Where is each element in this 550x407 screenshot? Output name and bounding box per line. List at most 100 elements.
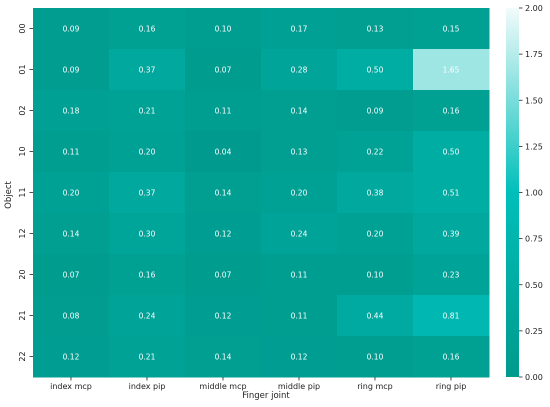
cell-value-label: 0.09 (63, 66, 80, 75)
heatmap-cell (337, 295, 414, 337)
cell-value-label: 0.15 (443, 25, 460, 34)
cell-value-label: 0.16 (443, 107, 460, 116)
x-tick-label: ring pip (436, 382, 467, 391)
heatmap-cell (109, 213, 186, 255)
heatmap-cells (33, 8, 490, 378)
heatmap-cell (261, 8, 338, 50)
cell-value-label: 0.16 (139, 271, 156, 280)
cell-value-label: 0.11 (63, 148, 80, 157)
y-tick-label: 11 (18, 187, 27, 197)
cell-value-label: 1.65 (443, 66, 460, 75)
cell-value-label: 0.09 (367, 107, 384, 116)
x-axis: index mcp index pip middle mcp middle pip ri… (50, 377, 466, 391)
y-axis: 00 01 02 10 11 12 20 21 22 (18, 23, 33, 362)
cell-value-label: 0.37 (139, 66, 156, 75)
cell-value-label: 0.09 (63, 25, 80, 34)
x-tick-label: ring mcp (357, 382, 392, 391)
colorbar-tick-label: 1.00 (525, 189, 543, 198)
cell-value-label: 0.10 (367, 353, 384, 362)
heatmap-cell (337, 336, 414, 378)
heatmap-cell (413, 213, 490, 255)
heatmap-cell (109, 49, 186, 91)
cell-value-label: 0.13 (291, 148, 308, 157)
heatmap-cell (261, 213, 338, 255)
cell-value-label: 0.37 (139, 189, 156, 198)
x-axis-label: Finger joint (242, 391, 290, 401)
heatmap-cell (109, 8, 186, 50)
heatmap-cell (337, 213, 414, 255)
colorbar-tick-label: 1.50 (525, 96, 543, 105)
heatmap-cell (33, 49, 110, 91)
heatmap-cell (413, 49, 490, 91)
heatmap-cell (185, 131, 262, 173)
y-tick-label: 10 (18, 146, 27, 156)
heatmap-cell (261, 49, 338, 91)
colorbar-tick-label: 0.75 (525, 235, 543, 244)
colorbar-gradient (506, 8, 519, 377)
colorbar-tick-label: 0.25 (525, 327, 543, 336)
cell-value-label: 0.39 (443, 230, 460, 239)
cell-value-label: 0.07 (215, 271, 232, 280)
heatmap-cell (185, 90, 262, 132)
cell-value-label: 0.11 (291, 271, 308, 280)
cell-value-label: 0.08 (63, 312, 80, 321)
cell-value-label: 0.14 (63, 230, 80, 239)
heatmap-cell (33, 213, 110, 255)
cell-value-label: 0.12 (291, 353, 308, 362)
heatmap-cell (337, 131, 414, 173)
heatmap-cell (109, 131, 186, 173)
heatmap-cell (337, 172, 414, 214)
cell-value-label: 0.16 (139, 25, 156, 34)
y-tick-label: 20 (18, 269, 27, 279)
cell-value-label: 0.30 (139, 230, 156, 239)
cell-value-label: 0.17 (291, 25, 308, 34)
cell-value-label: 0.11 (215, 107, 232, 116)
heatmap-cell (413, 295, 490, 337)
heatmap-cell (109, 172, 186, 214)
cell-value-label: 0.14 (215, 189, 232, 198)
cell-value-label: 0.12 (215, 230, 232, 239)
heatmap-cell (185, 49, 262, 91)
heatmap-cell (109, 295, 186, 337)
heatmap-cell (261, 90, 338, 132)
colorbar: 0.00 0.25 0.50 0.75 1.00 1.25 1.50 1.75 2.00 (506, 4, 543, 382)
cell-value-label: 0.11 (291, 312, 308, 321)
cell-value-label: 0.16 (443, 353, 460, 362)
cell-value-label: 0.20 (367, 230, 384, 239)
heatmap-cell (109, 90, 186, 132)
cell-value-label: 0.21 (139, 353, 156, 362)
heatmap-cell (413, 172, 490, 214)
y-axis-label: Object (4, 180, 14, 208)
y-tick-label: 21 (18, 310, 27, 320)
cell-value-label: 0.18 (63, 107, 80, 116)
heatmap-cell (109, 254, 186, 296)
cell-value-label: 0.13 (367, 25, 384, 34)
x-tick-label: middle mcp (199, 382, 246, 391)
cell-value-label: 0.04 (215, 148, 232, 157)
heatmap-cell (185, 336, 262, 378)
y-tick-label: 22 (18, 351, 27, 361)
cell-value-label: 0.50 (443, 148, 460, 157)
heatmap-cell (337, 254, 414, 296)
cell-value-label: 0.20 (139, 148, 156, 157)
heatmap-cell (261, 295, 338, 337)
heatmap-cell (261, 254, 338, 296)
heatmap-cell (33, 172, 110, 214)
x-tick-label: index pip (129, 382, 166, 391)
cell-value-label: 0.07 (63, 271, 80, 280)
heatmap-cell (261, 336, 338, 378)
heatmap-cell (185, 8, 262, 50)
cell-value-label: 0.24 (291, 230, 308, 239)
y-tick-label: 02 (18, 105, 27, 115)
colorbar-tick-label: 2.00 (525, 4, 543, 13)
cell-value-label: 0.20 (63, 189, 80, 198)
cell-value-label: 0.07 (215, 66, 232, 75)
heatmap-cell (413, 90, 490, 132)
cell-value-label: 0.51 (443, 189, 460, 198)
heatmap-cell (413, 131, 490, 173)
colorbar-tick-label: 0.00 (525, 373, 543, 382)
heatmap-cell (413, 254, 490, 296)
cell-value-label: 0.50 (367, 66, 384, 75)
